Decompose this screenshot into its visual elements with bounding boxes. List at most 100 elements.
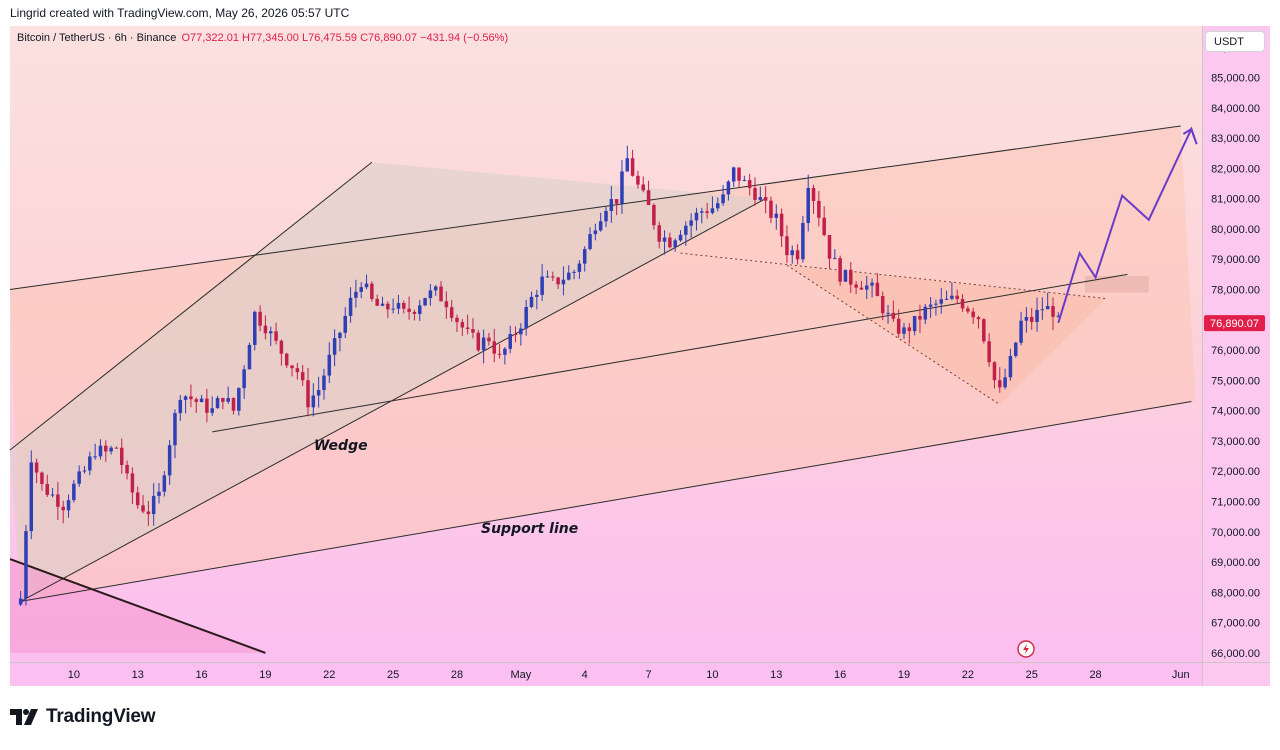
lightning-icon[interactable] [1017, 640, 1035, 658]
x-tick-label: 16 [195, 669, 207, 681]
candle-body [327, 354, 332, 376]
candle-body [386, 303, 390, 310]
candle-body [391, 308, 395, 310]
candle-body [130, 473, 135, 493]
x-tick-label: 10 [68, 669, 80, 681]
tradingview-logo[interactable]: TradingView [10, 705, 156, 729]
candle [726, 180, 731, 201]
candle-body [971, 311, 975, 318]
candle [875, 273, 880, 297]
candle-body [646, 190, 651, 205]
candle-body [45, 483, 50, 495]
candle [433, 285, 438, 296]
candle-body [928, 304, 933, 307]
candle-body [838, 258, 842, 282]
candle [370, 281, 374, 302]
x-tick-label: 22 [962, 669, 974, 681]
candle [322, 368, 326, 400]
candle-body [710, 208, 715, 213]
candle-body [199, 398, 204, 403]
candle-body [689, 220, 693, 226]
candle [162, 470, 167, 497]
candle-body [1013, 342, 1018, 356]
candle-body [652, 204, 656, 226]
candle-body [944, 298, 949, 300]
candle [428, 284, 433, 306]
candle-body [460, 322, 465, 328]
candle-body [614, 199, 619, 204]
candle [130, 467, 135, 504]
candle [178, 395, 183, 422]
candle-body [1029, 316, 1034, 322]
candle [364, 274, 369, 290]
candle [822, 206, 826, 237]
candle-body [364, 283, 369, 288]
candle-body [114, 447, 119, 449]
candle-body [609, 199, 614, 211]
candle-body [907, 327, 912, 332]
y-tick-label: 83,000.00 [1211, 133, 1260, 145]
candle [513, 326, 518, 343]
candle [742, 175, 747, 182]
candle-body [662, 237, 667, 242]
candle-body [253, 311, 257, 345]
candle [907, 323, 912, 344]
candle-body [34, 462, 39, 473]
candle-body [822, 217, 826, 236]
candle-body [332, 338, 337, 355]
symbol-name[interactable]: Bitcoin / TetherUS · 6h · Binance [17, 32, 177, 44]
currency-selector[interactable]: USDT [1205, 31, 1265, 52]
candle-body [1040, 309, 1045, 311]
candle [503, 346, 507, 365]
candle-body [141, 505, 145, 512]
y-tick-label: 70,000.00 [1211, 527, 1260, 539]
candle [934, 299, 938, 316]
candle [157, 482, 161, 504]
candle-body [620, 171, 624, 204]
candle [625, 145, 630, 172]
candle [529, 291, 534, 309]
x-tick-label: 10 [706, 669, 718, 681]
candle-body [263, 325, 268, 334]
triangle-guide-line [786, 264, 1001, 405]
candle-body [987, 341, 991, 363]
candle-body [998, 380, 1002, 388]
candle [817, 191, 821, 227]
candle-body [146, 511, 151, 515]
candle-body [1008, 355, 1013, 378]
candle-body [348, 297, 353, 316]
candle [918, 304, 922, 333]
candle [1024, 307, 1029, 333]
candle-body [268, 331, 273, 334]
candle [465, 314, 470, 335]
candle-body [551, 276, 555, 278]
candle [976, 315, 981, 329]
candle [380, 296, 385, 307]
candle-body [109, 447, 113, 452]
trend-lines [9, 125, 1192, 654]
candle [146, 501, 151, 526]
candle-body [50, 494, 55, 496]
candle-body [737, 167, 741, 181]
candle-body [284, 353, 289, 366]
candle [1013, 341, 1018, 358]
candle-body [151, 495, 156, 515]
candle-body [524, 307, 528, 329]
candle [417, 299, 422, 321]
candle-body [162, 475, 167, 492]
candle [705, 202, 709, 219]
candle-body [439, 286, 443, 302]
candle-body [311, 395, 316, 408]
candle [588, 227, 592, 251]
candle-body [864, 285, 869, 290]
candle-body [104, 445, 108, 452]
candle-body [529, 296, 534, 308]
candle [551, 271, 555, 281]
candle [449, 299, 454, 322]
candle-body [726, 181, 731, 195]
candle [960, 294, 965, 312]
candle [205, 388, 209, 423]
candle [737, 167, 741, 187]
candle [471, 318, 475, 339]
candle [950, 282, 954, 301]
